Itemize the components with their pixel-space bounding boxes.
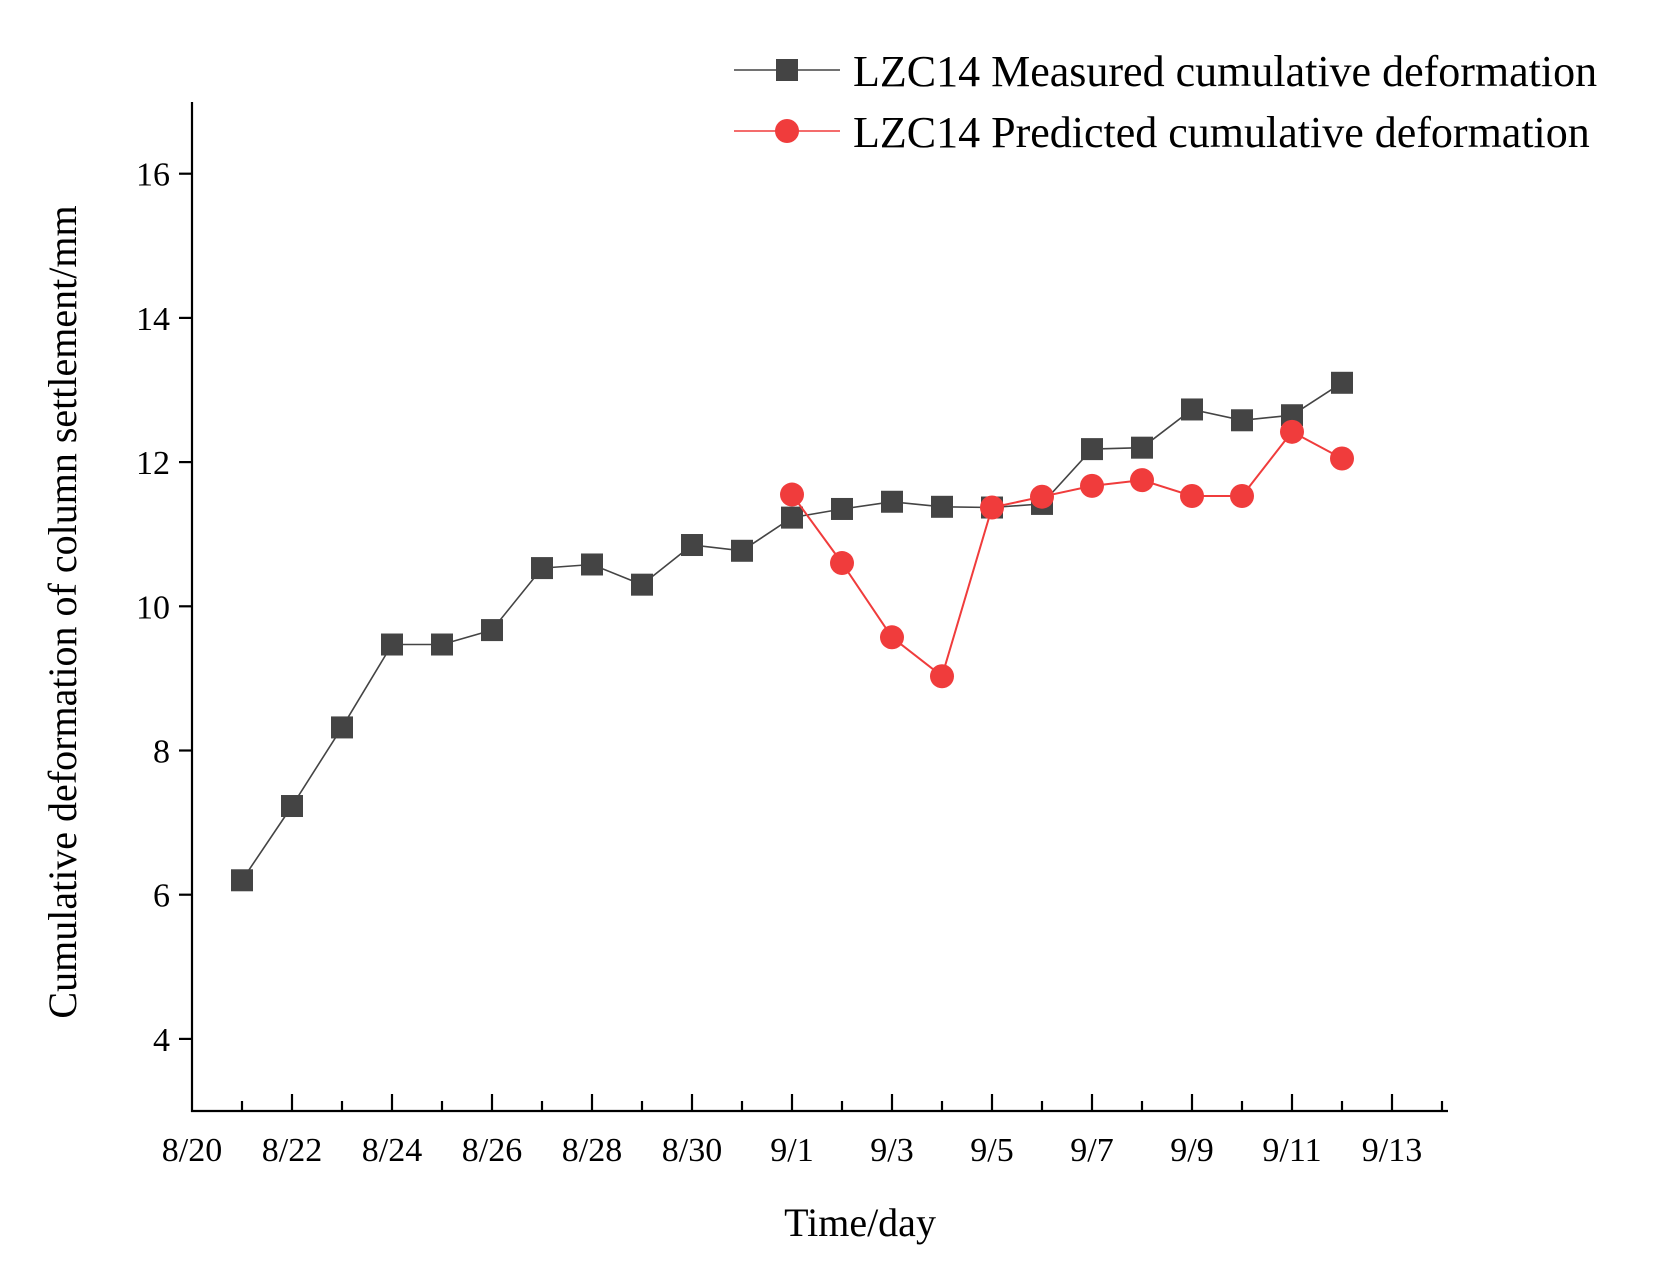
legend-item-measured: LZC14 Measured cumulative deformation <box>734 47 1597 96</box>
data-point-measured <box>831 497 853 520</box>
y-tick-label: 6 <box>153 878 170 915</box>
x-tick-label: 8/24 <box>362 1132 422 1169</box>
data-point-predicted <box>780 482 804 507</box>
y-tick-label: 12 <box>136 445 170 482</box>
series-line <box>791 430 1343 678</box>
x-tick-label: 9/11 <box>1262 1132 1321 1169</box>
y-tick-label: 8 <box>153 734 170 771</box>
series <box>231 371 1354 892</box>
data-point-measured <box>731 539 753 562</box>
x-axis-title: Time/day <box>784 1200 936 1245</box>
legend-marker-predicted <box>775 119 799 143</box>
data-point-predicted <box>1280 419 1304 444</box>
legend-item-predicted: LZC14 Predicted cumulative deformation <box>734 108 1590 157</box>
x-tick-label: 8/26 <box>462 1132 522 1169</box>
y-ticks: 4 6 8 10 12 14 16 <box>136 157 192 1059</box>
legend-marker-measured <box>776 59 798 81</box>
y-tick-label: 16 <box>136 157 170 194</box>
data-point-predicted <box>1230 483 1254 508</box>
data-point-measured <box>531 557 553 580</box>
x-tick-label: 9/5 <box>970 1132 1013 1169</box>
data-point-measured <box>281 795 303 818</box>
series-predicted <box>780 419 1354 689</box>
data-point-predicted <box>1330 446 1354 471</box>
x-ticks: 8/20 8/22 8/24 8/26 8/28 8/30 9/1 9/3 9/5 9/7 9/9 9… <box>162 1094 1444 1169</box>
series-measured <box>231 371 1353 892</box>
data-point-predicted <box>1180 483 1204 508</box>
x-tick-label: 9/1 <box>770 1132 813 1169</box>
data-point-measured <box>1131 436 1153 459</box>
data-point-measured <box>381 633 403 656</box>
data-point-predicted <box>1130 468 1154 493</box>
x-tick-label: 8/20 <box>162 1132 222 1169</box>
x-tick-label: 8/30 <box>662 1132 722 1169</box>
data-point-predicted <box>930 664 954 689</box>
y-axis-title: Cumulative deformation of column settlem… <box>40 205 85 1018</box>
data-point-measured <box>1331 371 1353 394</box>
data-point-predicted <box>830 551 854 576</box>
data-point-measured <box>881 490 903 513</box>
x-tick-label: 8/28 <box>562 1132 622 1169</box>
data-point-predicted <box>880 625 904 650</box>
data-point-measured <box>631 573 653 596</box>
legend: LZC14 Measured cumulative deformation LZ… <box>734 47 1597 157</box>
legend-label-predicted: LZC14 Predicted cumulative deformation <box>853 108 1590 157</box>
x-tick-label: 9/13 <box>1362 1132 1422 1169</box>
data-point-predicted <box>980 495 1004 520</box>
data-point-measured <box>1281 404 1303 427</box>
data-point-predicted <box>1080 473 1104 498</box>
legend-label-measured: LZC14 Measured cumulative deformation <box>853 47 1597 96</box>
x-tick-label: 8/22 <box>262 1132 322 1169</box>
axes <box>190 102 1448 1113</box>
y-tick-label: 10 <box>136 589 170 626</box>
data-point-measured <box>431 633 453 656</box>
data-point-measured <box>1181 398 1203 421</box>
data-point-predicted <box>1030 484 1054 509</box>
data-point-measured <box>1231 409 1253 432</box>
y-tick-label: 14 <box>136 301 170 338</box>
x-tick-label: 9/3 <box>870 1132 913 1169</box>
x-tick-label: 9/7 <box>1070 1132 1113 1169</box>
data-point-measured <box>781 506 803 529</box>
series-line <box>241 382 1343 881</box>
x-tick-label: 9/9 <box>1170 1132 1213 1169</box>
data-point-measured <box>331 716 353 739</box>
data-point-measured <box>231 869 253 892</box>
data-point-measured <box>1081 438 1103 461</box>
data-point-measured <box>681 534 703 557</box>
data-point-measured <box>581 553 603 576</box>
data-point-measured <box>931 495 953 518</box>
data-point-measured <box>481 619 503 642</box>
y-tick-label: 4 <box>153 1022 170 1059</box>
